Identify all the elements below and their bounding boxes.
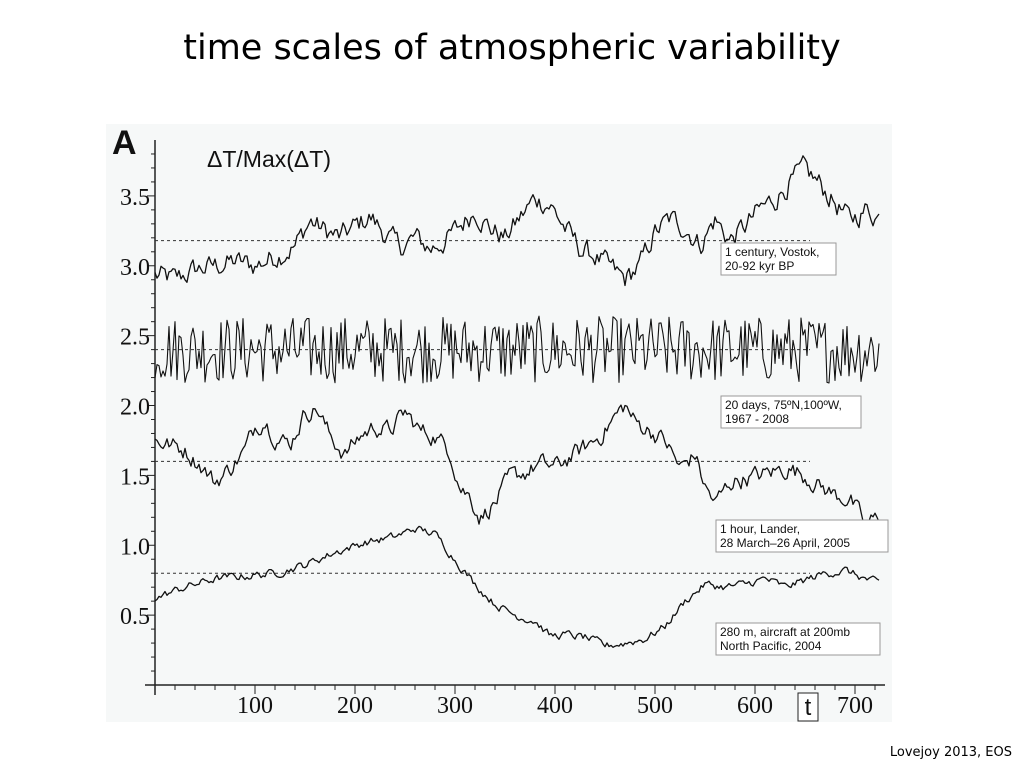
annotation-text: 1 hour, Lander, [720, 522, 800, 536]
axes: 100 200 300 400 500 600 700 3.5 3.0 2.5 2.0 1.5 1.0 0… [120, 140, 885, 722]
x-tick-label: 200 [337, 693, 373, 719]
x-tick-label: 700 [837, 693, 873, 719]
x-axis-label: t [805, 694, 812, 721]
series-line [154, 155, 880, 287]
annotation-box [720, 395, 862, 429]
x-tick-label: 600 [737, 693, 773, 719]
series-line [154, 315, 880, 384]
y-tick-label: 3.0 [120, 255, 150, 281]
annotation-text: 20-92 kyr BP [725, 259, 794, 273]
x-axis-label-box [797, 692, 819, 722]
series-annotations: 1 century, Vostok,20-92 kyr BP 20 days, 7… [715, 242, 889, 656]
annotation-text: 28 March–26 April, 2005 [720, 536, 850, 550]
series-line [154, 525, 880, 648]
y-tick-label: 0.5 [120, 604, 150, 630]
annotation-box [715, 519, 889, 553]
annotation-text: 1967 - 2008 [725, 412, 789, 426]
x-tick-label: 400 [537, 693, 573, 719]
series-annotation: 20 days, 75ºN,100ºW,1967 - 2008 [720, 395, 862, 429]
citation: Lovejoy 2013, EOS [889, 745, 1012, 760]
series-annotation: 1 hour, Lander,28 March–26 April, 2005 [715, 519, 889, 553]
series-lines [154, 155, 880, 648]
y-tick-label: 3.5 [120, 185, 150, 211]
annotation-text: North Pacific, 2004 [720, 639, 822, 653]
y-tick-label: 2.5 [120, 325, 150, 351]
y-tick-label: 2.0 [120, 395, 150, 421]
panel-label: A [112, 124, 137, 162]
annotation-text: 1 century, Vostok, [725, 245, 820, 259]
annotation-text: 20 days, 75ºN,100ºW, [725, 398, 842, 412]
mean-lines [155, 240, 810, 574]
x-tick-label: 300 [437, 693, 473, 719]
y-tick-label: 1.0 [120, 534, 150, 560]
series-annotation: 1 century, Vostok,20-92 kyr BP [720, 242, 837, 276]
annotation-box [715, 622, 881, 656]
y-tick-label: 1.5 [120, 464, 150, 490]
annotation-box [720, 242, 837, 276]
annotation-text: 280 m, aircraft at 200mb [720, 625, 850, 639]
x-tick-label: 100 [237, 693, 273, 719]
chart-title: ΔT/Max(ΔT) [207, 146, 331, 172]
series-line [154, 404, 880, 525]
x-tick-label: 500 [637, 693, 673, 719]
slide-title: time scales of atmospheric variability [183, 28, 841, 68]
